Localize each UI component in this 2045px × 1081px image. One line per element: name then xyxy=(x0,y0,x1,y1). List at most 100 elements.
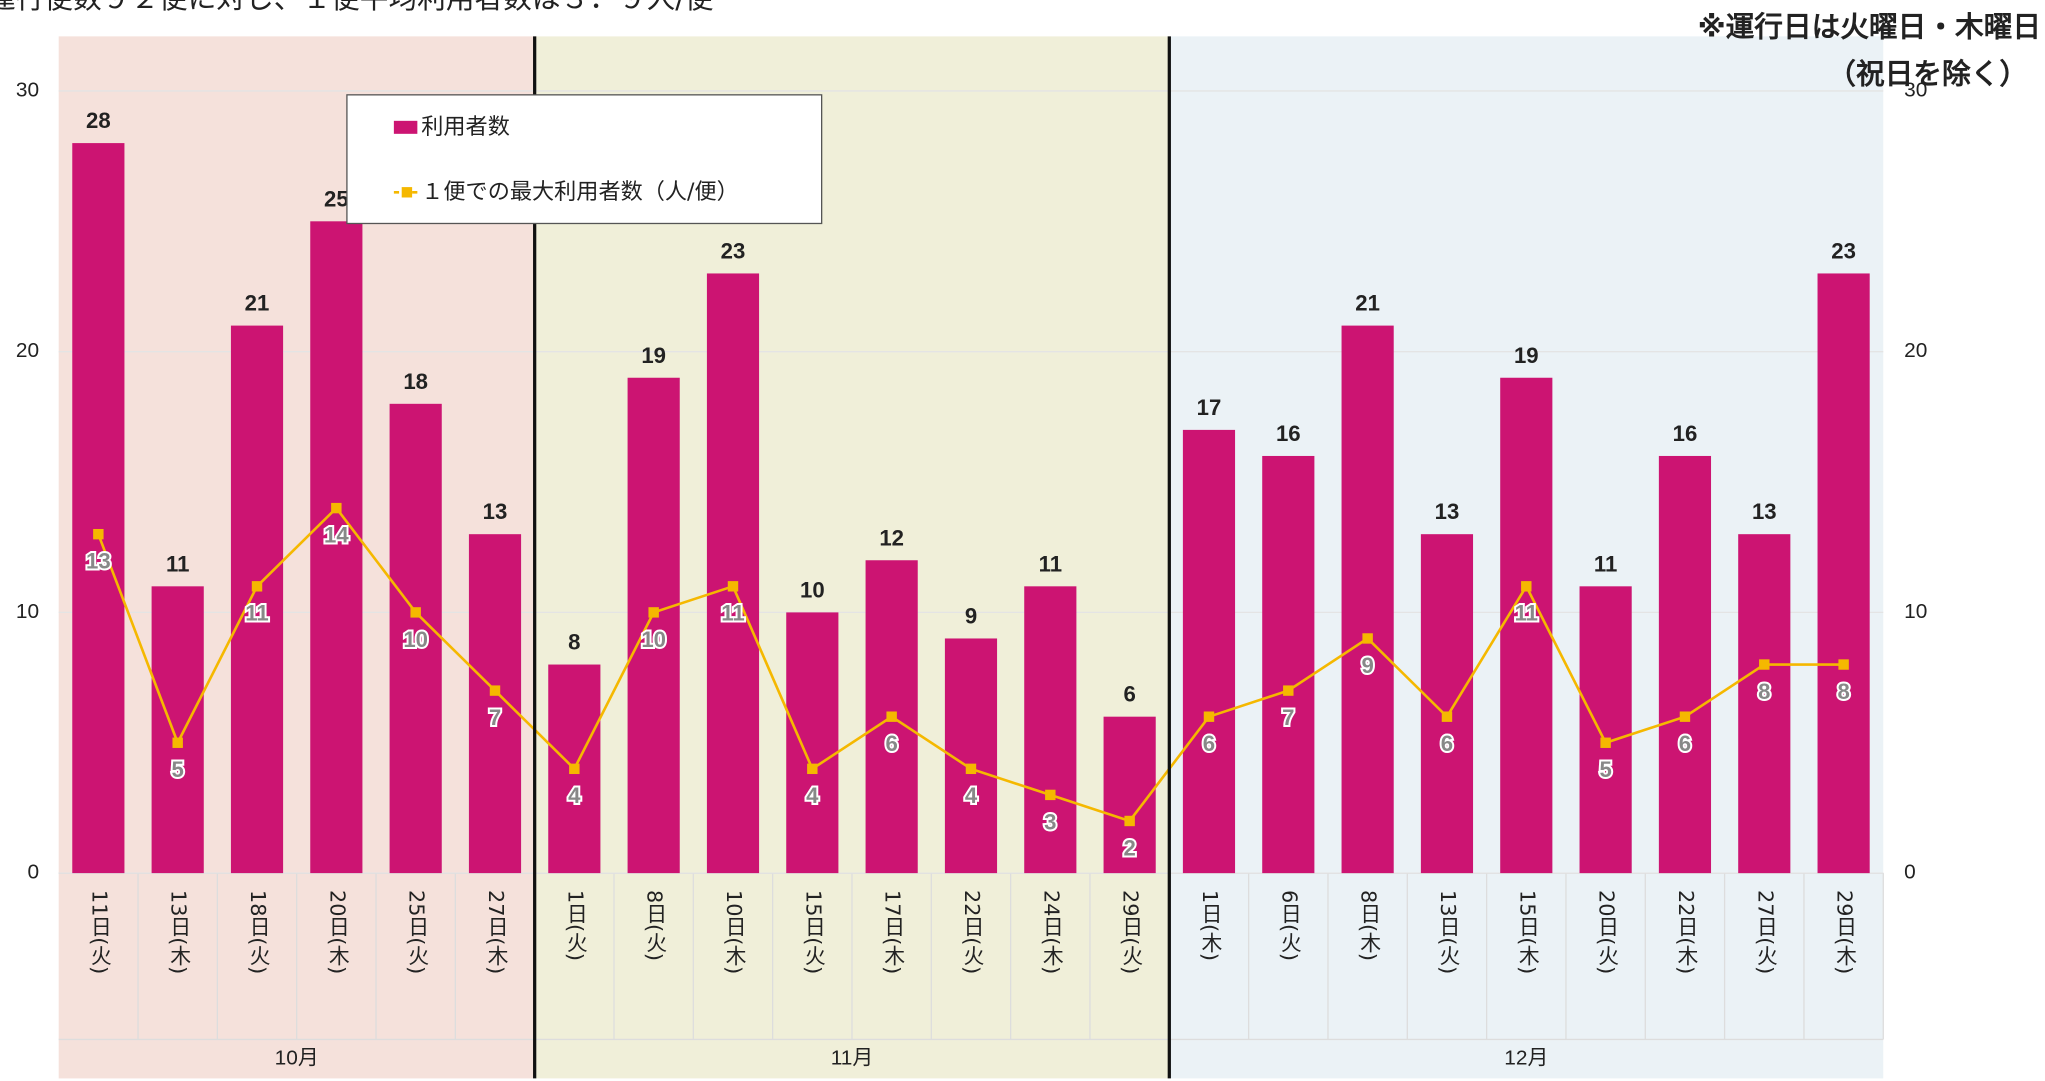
marker xyxy=(1362,633,1373,644)
bar xyxy=(944,638,998,874)
bar xyxy=(389,403,442,874)
marker xyxy=(93,528,104,540)
x-tick-label: 24日(木) xyxy=(1039,890,1063,974)
y-tick-label: 0 xyxy=(28,861,40,884)
data-label: 7 xyxy=(489,705,501,730)
x-tick-label: 20日(木) xyxy=(325,890,349,974)
data-label: 6 xyxy=(1441,731,1453,756)
y2-tick-label: 20 xyxy=(1904,339,1927,362)
bar xyxy=(72,143,125,874)
marker xyxy=(727,581,739,592)
bar xyxy=(151,586,204,874)
data-label: 12 xyxy=(879,525,904,550)
data-label: 4 xyxy=(965,783,978,808)
data-label: 13 xyxy=(1752,499,1777,524)
x-tick-label: 10日(木) xyxy=(722,890,746,974)
marker xyxy=(569,763,580,775)
data-label: 13 xyxy=(483,499,508,524)
data-label: 3 xyxy=(1044,809,1056,834)
marker xyxy=(489,685,501,696)
bar xyxy=(1182,429,1236,874)
legend-swatch xyxy=(393,120,418,134)
marker xyxy=(1124,815,1135,827)
y-tick-label: 30 xyxy=(16,78,39,101)
data-label: 5 xyxy=(172,757,184,782)
data-label: 13 xyxy=(86,549,111,574)
data-label: 11 xyxy=(166,551,189,576)
data-label: 25 xyxy=(324,186,349,211)
data-label: 10 xyxy=(403,627,428,652)
bar xyxy=(230,325,284,874)
legend-label: 利用者数 xyxy=(421,114,510,140)
marker xyxy=(807,763,818,775)
data-label: 14 xyxy=(324,523,349,548)
marker xyxy=(1600,737,1611,748)
data-label: 16 xyxy=(1276,421,1301,446)
marker xyxy=(251,581,263,592)
bar xyxy=(1024,586,1077,874)
data-label: 19 xyxy=(641,343,666,368)
x-tick-label: 13日(木) xyxy=(167,890,191,974)
data-label: 11 xyxy=(1594,551,1617,576)
data-label: 19 xyxy=(1514,343,1539,368)
data-label: 21 xyxy=(245,291,270,316)
note: （祝日を除く） xyxy=(1827,56,2028,90)
group-label: 10月 xyxy=(275,1046,319,1069)
legend-box xyxy=(346,94,823,225)
x-tick-label: 29日(火) xyxy=(1119,890,1143,974)
marker xyxy=(1045,789,1056,801)
marker xyxy=(1679,711,1691,722)
x-tick-label: 15日(火) xyxy=(801,890,825,974)
bar xyxy=(1262,455,1315,874)
data-label: 5 xyxy=(1599,757,1611,782)
data-label: 6 xyxy=(1123,682,1135,707)
data-label: 18 xyxy=(403,369,428,394)
x-tick-label: 18日(火) xyxy=(246,890,270,974)
data-label: 11 xyxy=(245,601,268,626)
data-label: 10 xyxy=(800,577,825,602)
data-label: 8 xyxy=(568,630,580,655)
data-label: 6 xyxy=(1679,731,1691,756)
data-label: 8 xyxy=(1837,679,1849,704)
marker xyxy=(410,607,421,618)
data-label: 9 xyxy=(965,604,977,629)
y2-tick-label: 10 xyxy=(1904,600,1927,623)
y2-tick-label: 0 xyxy=(1904,861,1916,884)
chart-title: 運行便数９２便に対し、１便平均利用者数は３．９人/便 xyxy=(0,0,714,15)
x-tick-label: 11日(火) xyxy=(87,890,111,974)
legend-swatch xyxy=(401,187,413,198)
marker xyxy=(1203,711,1215,722)
x-tick-label: 6日(火) xyxy=(1277,890,1301,961)
marker xyxy=(1759,659,1770,670)
bar xyxy=(1817,273,1870,874)
x-tick-label: 29日(木) xyxy=(1833,890,1857,974)
bar xyxy=(310,221,363,874)
group-label: 11月 xyxy=(831,1046,874,1069)
data-label: 10 xyxy=(641,627,666,652)
note: ※運行日は火曜日・木曜日 xyxy=(1698,10,2041,44)
x-tick-label: 20日(火) xyxy=(1595,890,1619,974)
bar xyxy=(627,377,680,874)
x-tick-label: 1日(火) xyxy=(563,890,587,961)
marker xyxy=(965,763,977,775)
data-label: 6 xyxy=(1203,731,1215,756)
data-label: 16 xyxy=(1673,421,1698,446)
bar xyxy=(786,612,839,874)
data-label: 28 xyxy=(86,108,111,133)
x-tick-label: 27日(火) xyxy=(1753,890,1777,974)
x-tick-label: 8日(木) xyxy=(1357,890,1381,961)
bar xyxy=(1103,716,1156,874)
bar xyxy=(1658,455,1712,874)
y-tick-label: 10 xyxy=(16,600,39,623)
x-tick-label: 22日(火) xyxy=(960,890,984,974)
x-tick-label: 13日(火) xyxy=(1436,890,1460,974)
bar xyxy=(706,273,760,874)
x-tick-label: 17日(木) xyxy=(881,890,905,974)
y-tick-label: 20 xyxy=(16,339,39,362)
marker xyxy=(1521,581,1532,592)
data-label: 4 xyxy=(806,783,819,808)
data-label: 23 xyxy=(721,239,746,264)
x-tick-label: 22日(木) xyxy=(1674,890,1698,974)
